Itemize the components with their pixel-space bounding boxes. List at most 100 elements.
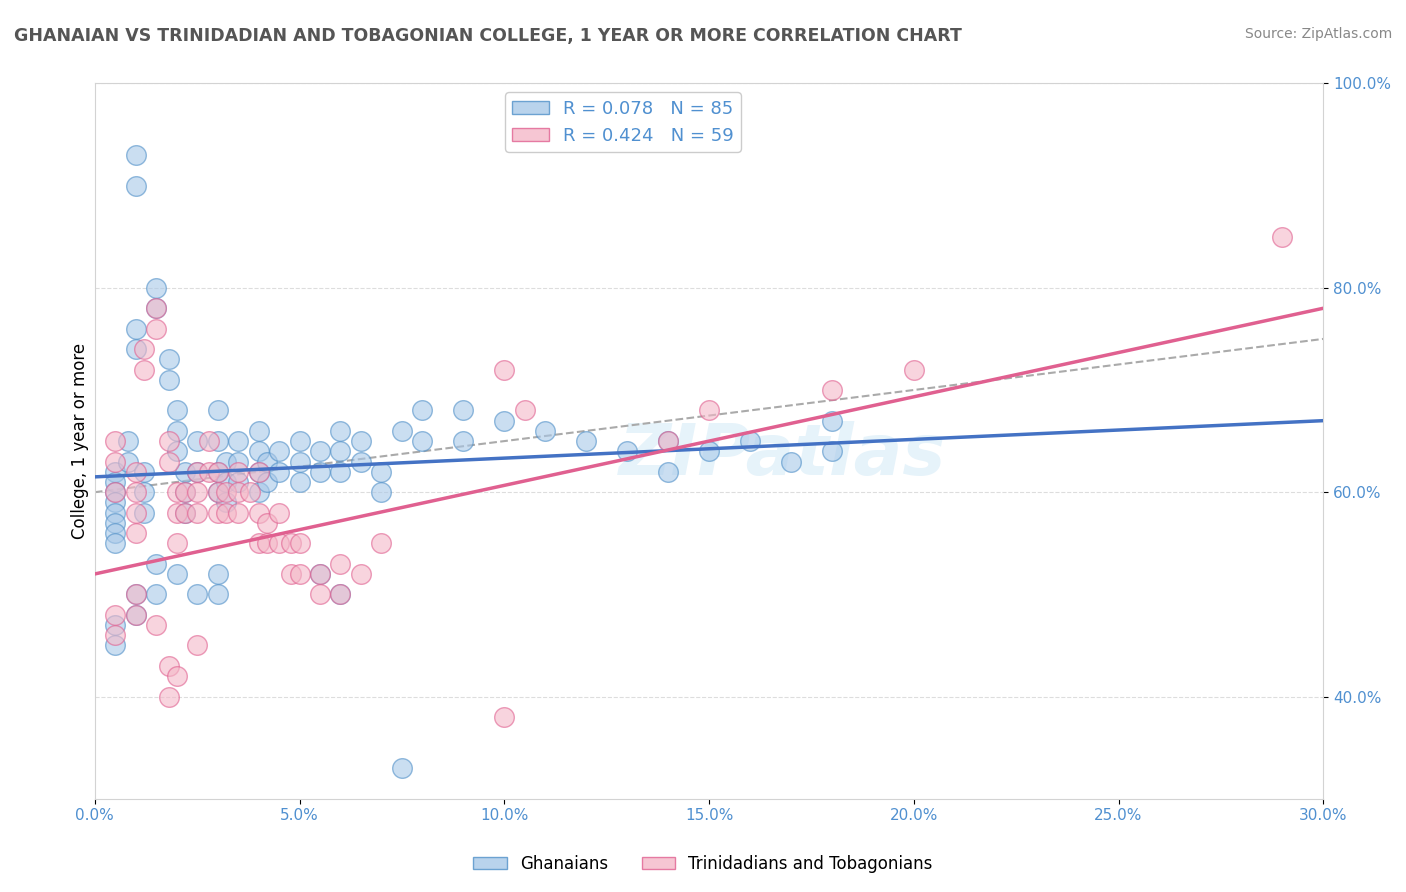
- Point: [288, 475, 311, 489]
- Point: [132, 362, 155, 376]
- Point: [329, 424, 352, 438]
- Point: [166, 485, 188, 500]
- Point: [145, 301, 167, 316]
- Point: [309, 566, 332, 581]
- Point: [411, 403, 433, 417]
- Point: [125, 342, 148, 356]
- Point: [821, 444, 844, 458]
- Text: ZIPatlas: ZIPatlas: [619, 421, 946, 490]
- Text: Source: ZipAtlas.com: Source: ZipAtlas.com: [1244, 27, 1392, 41]
- Point: [145, 301, 167, 316]
- Point: [1271, 229, 1294, 244]
- Point: [370, 465, 392, 479]
- Point: [132, 342, 155, 356]
- Point: [215, 506, 238, 520]
- Point: [207, 566, 229, 581]
- Point: [494, 710, 516, 724]
- Point: [215, 495, 238, 509]
- Point: [125, 465, 148, 479]
- Point: [350, 434, 373, 449]
- Point: [207, 587, 229, 601]
- Point: [239, 485, 262, 500]
- Point: [657, 434, 679, 449]
- Point: [207, 434, 229, 449]
- Point: [104, 618, 127, 632]
- Point: [207, 506, 229, 520]
- Point: [494, 414, 516, 428]
- Point: [104, 495, 127, 509]
- Point: [104, 434, 127, 449]
- Point: [616, 444, 638, 458]
- Point: [125, 485, 148, 500]
- Point: [256, 454, 278, 468]
- Point: [166, 506, 188, 520]
- Legend: R = 0.078   N = 85, R = 0.424   N = 59: R = 0.078 N = 85, R = 0.424 N = 59: [505, 93, 741, 152]
- Point: [247, 485, 270, 500]
- Point: [104, 639, 127, 653]
- Point: [198, 465, 221, 479]
- Point: [104, 516, 127, 530]
- Point: [173, 465, 195, 479]
- Point: [157, 373, 180, 387]
- Point: [494, 362, 516, 376]
- Point: [145, 618, 167, 632]
- Point: [104, 607, 127, 622]
- Point: [329, 587, 352, 601]
- Point: [125, 506, 148, 520]
- Point: [104, 526, 127, 541]
- Point: [309, 465, 332, 479]
- Point: [309, 587, 332, 601]
- Point: [125, 607, 148, 622]
- Point: [288, 536, 311, 550]
- Point: [821, 383, 844, 397]
- Point: [207, 485, 229, 500]
- Point: [329, 587, 352, 601]
- Point: [738, 434, 761, 449]
- Point: [226, 485, 249, 500]
- Point: [309, 566, 332, 581]
- Point: [186, 506, 208, 520]
- Point: [215, 454, 238, 468]
- Point: [267, 536, 290, 550]
- Point: [125, 587, 148, 601]
- Point: [453, 403, 475, 417]
- Point: [157, 659, 180, 673]
- Point: [247, 444, 270, 458]
- Point: [186, 465, 208, 479]
- Point: [207, 465, 229, 479]
- Point: [173, 485, 195, 500]
- Point: [329, 444, 352, 458]
- Point: [132, 465, 155, 479]
- Point: [267, 465, 290, 479]
- Point: [267, 506, 290, 520]
- Point: [256, 475, 278, 489]
- Point: [350, 566, 373, 581]
- Point: [280, 536, 302, 550]
- Point: [104, 475, 127, 489]
- Point: [104, 485, 127, 500]
- Point: [166, 566, 188, 581]
- Point: [370, 536, 392, 550]
- Point: [166, 444, 188, 458]
- Point: [215, 475, 238, 489]
- Point: [697, 444, 720, 458]
- Point: [186, 639, 208, 653]
- Point: [125, 321, 148, 335]
- Point: [288, 454, 311, 468]
- Point: [166, 669, 188, 683]
- Point: [226, 475, 249, 489]
- Point: [145, 587, 167, 601]
- Point: [186, 587, 208, 601]
- Point: [247, 424, 270, 438]
- Point: [186, 485, 208, 500]
- Point: [247, 465, 270, 479]
- Point: [207, 465, 229, 479]
- Point: [104, 536, 127, 550]
- Point: [247, 506, 270, 520]
- Point: [370, 485, 392, 500]
- Point: [145, 557, 167, 571]
- Point: [226, 434, 249, 449]
- Point: [166, 424, 188, 438]
- Point: [780, 454, 803, 468]
- Point: [256, 516, 278, 530]
